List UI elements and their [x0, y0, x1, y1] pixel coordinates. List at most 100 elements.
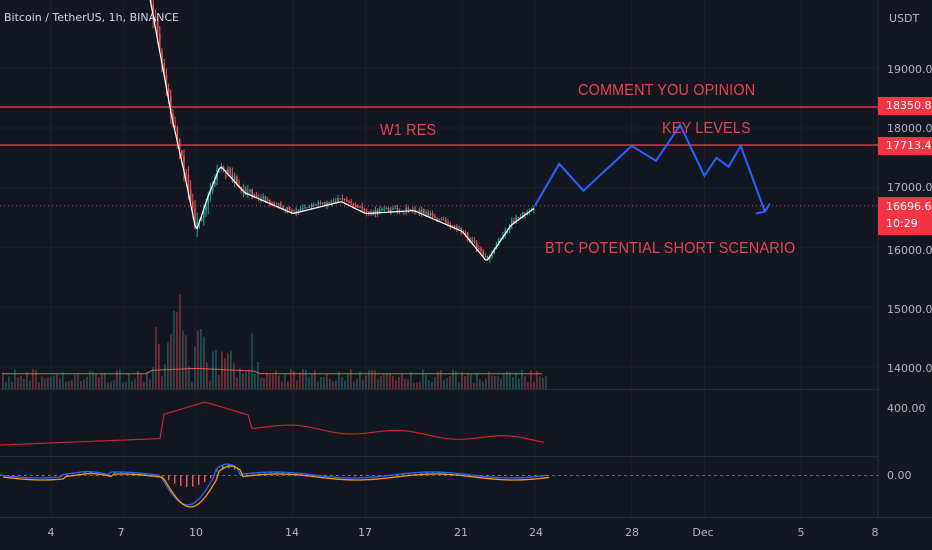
- candle-body: [352, 203, 355, 206]
- volume-bar: [440, 370, 442, 389]
- candle-body: [262, 196, 264, 199]
- annotation-scenario: BTC POTENTIAL SHORT SCENARIO: [545, 240, 796, 257]
- candle-body: [266, 200, 269, 202]
- volume-bar: [302, 369, 304, 389]
- candle-body: [418, 210, 421, 213]
- volume-bar: [449, 375, 451, 389]
- symbol-title[interactable]: Bitcoin / TetherUS, 1h, BINANCE: [4, 11, 180, 24]
- candle-body: [251, 189, 253, 197]
- volume-bar: [509, 371, 511, 389]
- candle-body: [165, 75, 168, 89]
- volume-bar: [116, 370, 118, 389]
- candle-body: [357, 205, 359, 208]
- candle-body: [486, 256, 489, 259]
- candle-body: [315, 204, 317, 206]
- volume-bar: [56, 374, 58, 389]
- macd-histogram-bar: [30, 475, 32, 477]
- signal-line: [2, 465, 550, 508]
- candle-body: [341, 198, 344, 200]
- candle-body: [390, 209, 392, 212]
- macd-histogram-bar: [198, 475, 200, 485]
- currency-label: USDT: [889, 12, 920, 25]
- volume-bar: [245, 371, 247, 389]
- volume-bar: [395, 380, 397, 389]
- candle-body: [258, 197, 260, 199]
- volume-bar: [158, 344, 160, 389]
- candle-body: [286, 206, 289, 211]
- candle-body: [354, 205, 357, 207]
- candle-body: [365, 210, 368, 213]
- annotation-comment: COMMENT YOU OPINION: [578, 82, 756, 99]
- volume-bar: [368, 370, 370, 389]
- candle-body: [313, 204, 315, 206]
- candle-body: [233, 176, 236, 181]
- volume-bar: [257, 362, 259, 389]
- candle-body: [159, 33, 161, 51]
- volume-bar: [452, 369, 454, 389]
- volume-bar: [14, 369, 16, 389]
- macd-histogram-bar: [348, 475, 350, 477]
- volume-bar: [77, 372, 79, 389]
- volume-bar: [32, 369, 34, 389]
- volume-bar: [179, 294, 181, 389]
- candle-body: [359, 206, 361, 208]
- candle-body: [381, 209, 383, 211]
- candle-body: [328, 202, 330, 205]
- volume-bar: [200, 328, 202, 389]
- volume-bar: [47, 377, 49, 389]
- candle-body: [484, 256, 487, 258]
- candle-body: [255, 194, 258, 198]
- candle-body: [385, 207, 388, 210]
- volume-bar: [68, 381, 70, 389]
- candle-body: [517, 217, 520, 219]
- candle-body: [269, 200, 271, 203]
- candle-body: [436, 217, 438, 220]
- candle-body: [308, 206, 311, 208]
- volume-bar: [74, 374, 76, 389]
- macd-histogram-bar: [24, 475, 26, 476]
- candle-body: [187, 174, 190, 190]
- price-tick-17000: 17000.00: [887, 181, 932, 194]
- volume-bar: [464, 376, 466, 389]
- candle-body: [469, 238, 471, 242]
- volume-bar: [407, 379, 409, 389]
- candle-body: [273, 203, 275, 206]
- volume-bar: [98, 377, 100, 389]
- volume-bar: [362, 379, 364, 389]
- candle-body: [480, 248, 482, 252]
- candle-body: [387, 207, 390, 212]
- candle-body: [423, 209, 425, 214]
- candle-body: [207, 196, 209, 204]
- volume-bar: [173, 310, 175, 389]
- volume-bar: [377, 379, 379, 389]
- volume-bar: [236, 377, 238, 389]
- candle-body: [471, 240, 473, 242]
- candle-body: [200, 217, 203, 221]
- volume-bar: [539, 376, 541, 389]
- macd-histogram-bar: [84, 471, 86, 473]
- volume-bar: [20, 375, 22, 389]
- candle-body: [280, 203, 282, 206]
- candle-body: [451, 225, 454, 227]
- candle-body: [376, 209, 379, 214]
- volume-bar: [218, 375, 220, 389]
- volume-bar: [272, 374, 274, 389]
- volume-bar: [101, 373, 103, 389]
- x-tick-dec: Dec: [692, 526, 714, 539]
- macd-histogram-bar: [210, 475, 212, 479]
- candle-body: [383, 209, 385, 211]
- volume-bar: [206, 362, 208, 389]
- candle-body: [513, 220, 515, 224]
- candle-body: [282, 205, 284, 210]
- x-tick-14: 14: [285, 526, 299, 539]
- macd-histogram-bar: [42, 475, 44, 477]
- volume-bar: [203, 336, 205, 389]
- candle-body: [372, 213, 374, 215]
- volume-bar: [251, 332, 253, 389]
- macd-histogram-bar: [486, 475, 488, 476]
- candle-body: [339, 198, 341, 200]
- macd-histogram-bar: [546, 475, 548, 476]
- volume-bar: [266, 372, 268, 389]
